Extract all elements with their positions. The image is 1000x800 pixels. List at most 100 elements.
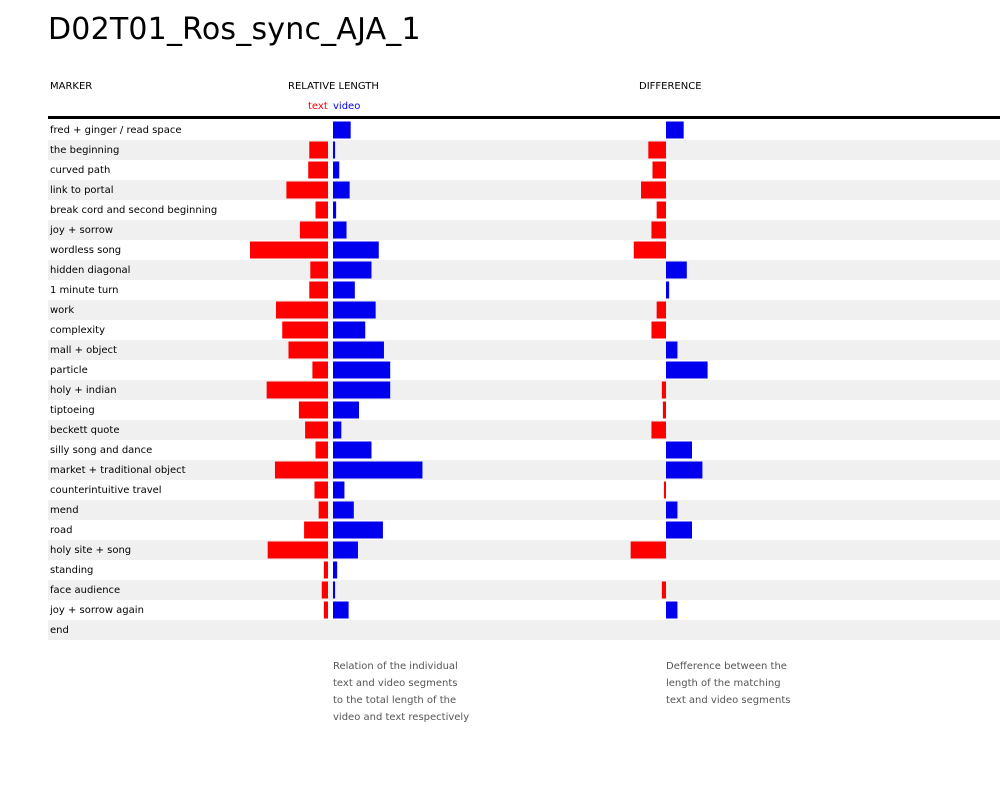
row-label: tiptoeing [50, 405, 95, 416]
text-bar [323, 561, 328, 579]
row-label: link to portal [50, 185, 114, 196]
text-bar [315, 441, 328, 459]
row-label: holy site + song [50, 545, 131, 556]
row-stripe [48, 500, 1000, 520]
difference-bar [641, 181, 666, 199]
row-stripe [48, 260, 1000, 280]
difference-bar [661, 381, 666, 399]
video-bar [333, 301, 376, 319]
difference-bar [666, 441, 692, 459]
marker-header: MARKER [50, 81, 93, 92]
row-label: beckett quote [50, 425, 119, 436]
row-stripe [48, 140, 1000, 160]
difference-bar [666, 341, 678, 359]
video-bar [333, 361, 391, 379]
video-bar [333, 281, 355, 299]
text-bar [308, 161, 328, 179]
video-bar [333, 421, 342, 439]
text-bar [309, 141, 328, 159]
video-bar [333, 381, 391, 399]
difference-caption-line: length of the matching [666, 678, 781, 689]
text-bar [310, 261, 328, 279]
row-label: 1 minute turn [50, 285, 119, 296]
row-label: face audience [50, 585, 120, 596]
legend-video: video [333, 101, 361, 112]
difference-bar [666, 461, 703, 479]
video-bar [333, 181, 350, 199]
video-bar [333, 561, 338, 579]
row-stripe [48, 300, 1000, 320]
video-bar [333, 141, 336, 159]
row-label: break cord and second beginning [50, 205, 217, 216]
row-label: mall + object [50, 345, 117, 356]
row-stripe [48, 340, 1000, 360]
row-label: complexity [50, 325, 105, 336]
difference-bar [666, 281, 670, 299]
difference-caption: Defference between the length of the mat… [666, 658, 846, 709]
difference-bar [651, 421, 666, 439]
difference-bar [661, 581, 666, 599]
text-bar [267, 541, 328, 559]
text-bar [315, 201, 328, 219]
legend-text: text [308, 101, 328, 112]
text-bar [314, 481, 328, 499]
difference-bar [652, 161, 666, 179]
difference-bar [656, 301, 666, 319]
row-label: work [50, 305, 74, 316]
row-label: curved path [50, 165, 110, 176]
difference-bar [648, 141, 666, 159]
text-bar [318, 501, 328, 519]
relative-caption-line: video and text respectively [333, 712, 470, 723]
difference-bar [633, 241, 666, 259]
video-bar [333, 521, 383, 539]
difference-bar [666, 261, 687, 279]
difference-bar [663, 481, 666, 499]
difference-bar [651, 221, 666, 239]
text-bar [286, 181, 328, 199]
text-bar [323, 601, 328, 619]
difference-bar [666, 501, 678, 519]
video-bar [333, 441, 372, 459]
video-bar [333, 261, 372, 279]
text-bar [298, 401, 328, 419]
text-bar [282, 321, 328, 339]
video-bar [333, 161, 340, 179]
relative-caption-line: to the total length of the [333, 695, 457, 706]
difference-bar [666, 361, 708, 379]
video-bar [333, 541, 358, 559]
text-bar [304, 521, 328, 539]
row-label: end [50, 625, 69, 636]
text-bar [250, 241, 328, 259]
difference-caption-line: Defference between the [666, 661, 787, 672]
difference-bar [662, 401, 666, 419]
header-rule [48, 116, 1000, 119]
row-label: mend [50, 505, 79, 516]
row-label: joy + sorrow [49, 225, 113, 236]
difference-caption-line: text and video segments [666, 695, 791, 706]
video-bar [333, 221, 347, 239]
row-label: standing [50, 565, 93, 576]
row-label: wordless song [50, 245, 121, 256]
video-bar [333, 341, 384, 359]
relative-caption-line: Relation of the individual [333, 661, 458, 672]
difference-bar [651, 321, 666, 339]
video-bar [333, 481, 345, 499]
row-stripe [48, 460, 1000, 480]
row-stripe [48, 420, 1000, 440]
relative-caption: Relation of the individual text and vide… [333, 658, 513, 726]
row-stripe [48, 380, 1000, 400]
row-stripe [48, 580, 1000, 600]
row-label: particle [50, 365, 88, 376]
video-bar [333, 461, 423, 479]
video-bar [333, 601, 349, 619]
difference-bar [656, 201, 666, 219]
text-bar [309, 281, 328, 299]
difference-bar [666, 601, 678, 619]
row-stripe [48, 220, 1000, 240]
difference-header: DIFFERENCE [639, 81, 702, 92]
row-stripe [48, 540, 1000, 560]
row-label: joy + sorrow again [49, 605, 144, 616]
video-bar [333, 401, 359, 419]
row-label: silly song and dance [50, 445, 152, 456]
